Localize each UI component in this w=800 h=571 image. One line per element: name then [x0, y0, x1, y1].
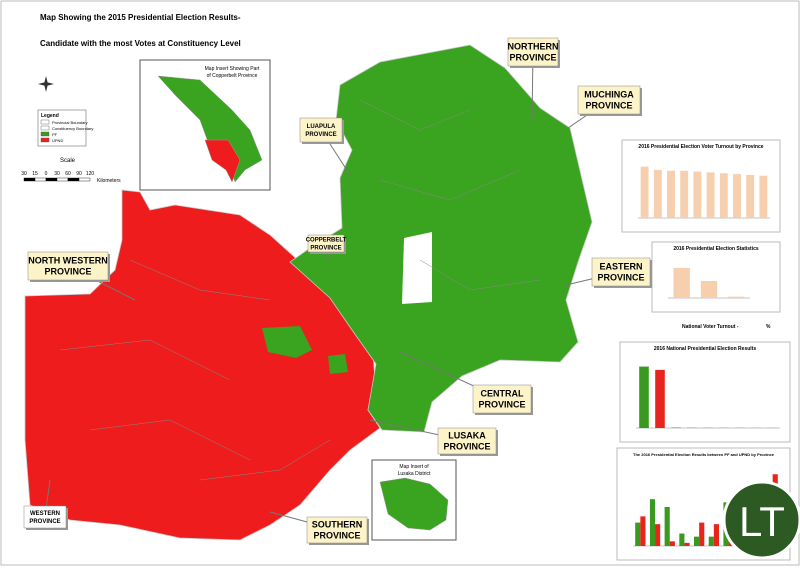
turnout-label: % [766, 324, 771, 330]
province-label: EASTERN [599, 262, 642, 272]
scale-tick: 15 [32, 171, 38, 177]
bar [728, 297, 744, 298]
scale-bar [35, 178, 46, 181]
map-title: Candidate with the most Votes at Constit… [40, 39, 241, 48]
bar [680, 171, 688, 218]
bar [667, 171, 675, 218]
legend-swatch [41, 126, 49, 130]
bar [639, 367, 649, 428]
chart-box [652, 242, 780, 312]
turnout-label: National Voter Turnout - [682, 324, 739, 330]
province-label: PROVINCE [313, 531, 360, 541]
legend-title: Legend [41, 113, 59, 119]
gap [402, 232, 432, 304]
legend-swatch [41, 138, 49, 142]
bar [720, 173, 728, 218]
bar [641, 167, 649, 218]
bar [684, 543, 689, 546]
chart-title: 2016 Presidential Election Statistics [673, 246, 759, 252]
bar [694, 537, 699, 546]
inset-title: Map Insert Showing Part [205, 66, 260, 72]
bar [655, 524, 660, 546]
inset-title: of Copperbelt Province [207, 73, 258, 79]
province-label: SOUTHERN [312, 520, 363, 530]
callout-box [300, 118, 342, 142]
province-label: PROVINCE [585, 101, 632, 111]
logo-text: LT [739, 498, 785, 545]
bar [693, 172, 701, 218]
province-label: PROVINCE [310, 246, 341, 252]
bar [714, 524, 719, 546]
scale-bar [57, 178, 68, 181]
legend-label: Provincial Boundary [52, 120, 88, 125]
scale-bar [46, 178, 57, 181]
bar [746, 175, 754, 218]
bar [701, 281, 717, 298]
bar [655, 370, 665, 428]
province-label: PROVINCE [478, 400, 525, 410]
scale-tick: 0 [45, 171, 48, 177]
bar [670, 541, 675, 546]
bar [707, 172, 715, 218]
scale-tick: 30 [54, 171, 60, 177]
province-label: LUSAKA [448, 431, 486, 441]
scale-bar [24, 178, 35, 181]
bar [671, 427, 681, 428]
province-label: WESTERN [30, 511, 60, 517]
province-label: LUAPULA [307, 124, 336, 130]
province-label: PROVINCE [597, 273, 644, 283]
bar [733, 174, 741, 218]
chart-title: 2016 Presidential Election Voter Turnout… [638, 144, 763, 150]
bar [709, 537, 714, 546]
scale-bar [68, 178, 79, 181]
map-title: Map Showing the 2015 Presidential Electi… [40, 13, 241, 22]
inset-title: Lusaka District [398, 471, 431, 477]
bar [679, 534, 684, 546]
province-label: PROVINCE [305, 132, 336, 138]
legend-label: Constituency Boundary [52, 126, 93, 131]
legend-swatch [41, 120, 49, 124]
bar [640, 516, 645, 546]
scale-unit: Kilometers [97, 178, 121, 184]
bar [673, 268, 689, 298]
chart-title: The 2016 Presidential Election Results b… [633, 452, 775, 457]
province-label: NORTH WESTERN [28, 256, 108, 266]
bar [699, 523, 704, 546]
bar [635, 523, 640, 546]
province-label: PROVINCE [44, 267, 91, 277]
province-label: NORTHERN [508, 42, 559, 52]
bar [665, 507, 670, 546]
inset-title: Map Insert of [399, 464, 429, 470]
scale-tick: 60 [65, 171, 71, 177]
bar [650, 499, 655, 546]
scale-tick: 120 [86, 171, 95, 177]
province-label: COPPERBELT [306, 238, 347, 244]
province-label: CENTRAL [481, 389, 524, 399]
pf-pocket [328, 354, 348, 374]
scale-bar [79, 178, 90, 181]
province-label: PROVINCE [509, 53, 556, 63]
scale-tick: 30 [21, 171, 27, 177]
bar [654, 170, 662, 218]
legend-label: UPND [52, 138, 63, 143]
bar [759, 176, 767, 218]
legend-label: PF [52, 132, 58, 137]
chart-title: 2016 National Presidential Election Resu… [654, 346, 756, 352]
province-label: PROVINCE [29, 519, 60, 525]
province-label: PROVINCE [443, 442, 490, 452]
legend-swatch [41, 132, 49, 136]
province-label: MUCHINGA [584, 90, 634, 100]
scale-tick: 90 [76, 171, 82, 177]
scale-title: Scale [60, 158, 76, 164]
